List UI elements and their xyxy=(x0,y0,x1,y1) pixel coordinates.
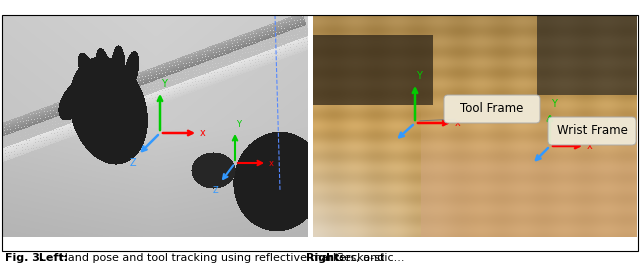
FancyBboxPatch shape xyxy=(548,117,636,145)
Text: x: x xyxy=(455,118,461,128)
Text: Gecko-stic...: Gecko-stic... xyxy=(332,253,404,263)
Bar xyxy=(2,15,638,251)
Text: Hand pose and tool tracking using reflective markers, and: Hand pose and tool tracking using reflec… xyxy=(56,253,388,263)
Text: x: x xyxy=(587,141,593,151)
Text: Z: Z xyxy=(212,186,218,195)
Text: Left:: Left: xyxy=(35,253,68,263)
Text: Right:: Right: xyxy=(306,253,344,263)
Text: Y: Y xyxy=(161,79,167,89)
FancyBboxPatch shape xyxy=(444,95,540,123)
Text: Y: Y xyxy=(236,120,241,129)
Text: Tool Frame: Tool Frame xyxy=(460,102,524,115)
Text: Wrist Frame: Wrist Frame xyxy=(557,124,627,137)
Text: Y: Y xyxy=(416,71,422,81)
Text: Z: Z xyxy=(129,158,136,168)
Text: x: x xyxy=(200,128,205,138)
Text: Fig. 3.: Fig. 3. xyxy=(5,253,44,263)
Text: x: x xyxy=(269,159,274,167)
Text: Y: Y xyxy=(551,99,557,109)
